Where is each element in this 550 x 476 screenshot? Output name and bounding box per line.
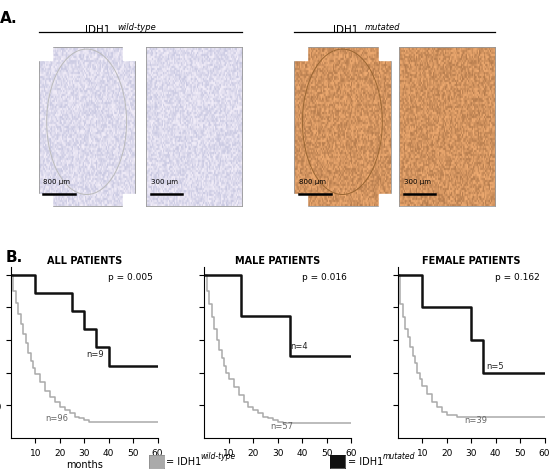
Text: n=39: n=39: [464, 415, 487, 424]
Text: p = 0.162: p = 0.162: [496, 272, 540, 281]
Text: IDH1: IDH1: [85, 25, 111, 35]
Text: = IDH1: = IDH1: [166, 456, 201, 466]
Text: 800 μm: 800 μm: [43, 179, 70, 185]
Title: MALE PATIENTS: MALE PATIENTS: [235, 255, 320, 265]
Text: mutated: mutated: [382, 451, 415, 460]
Text: wild-type: wild-type: [117, 23, 156, 31]
Text: n=5: n=5: [486, 361, 503, 370]
Text: 300 μm: 300 μm: [404, 179, 431, 185]
Text: p = 0.016: p = 0.016: [302, 272, 346, 281]
Text: 300 μm: 300 μm: [151, 179, 178, 185]
Text: 800 μm: 800 μm: [299, 179, 326, 185]
Text: wild-type: wild-type: [201, 451, 236, 460]
Title: ALL PATIENTS: ALL PATIENTS: [47, 255, 122, 265]
Text: B.: B.: [6, 250, 23, 265]
Text: p = 0.005: p = 0.005: [108, 272, 153, 281]
Text: n=9: n=9: [87, 349, 104, 358]
Text: A.: A.: [1, 10, 18, 26]
Text: n=4: n=4: [290, 341, 307, 350]
Text: n=96: n=96: [45, 413, 68, 422]
Text: mutated: mutated: [365, 23, 400, 31]
Text: = IDH1: = IDH1: [348, 456, 383, 466]
Text: n=57: n=57: [271, 421, 293, 430]
Title: FEMALE PATIENTS: FEMALE PATIENTS: [422, 255, 520, 265]
Text: IDH1: IDH1: [333, 25, 358, 35]
X-axis label: months: months: [66, 459, 103, 469]
